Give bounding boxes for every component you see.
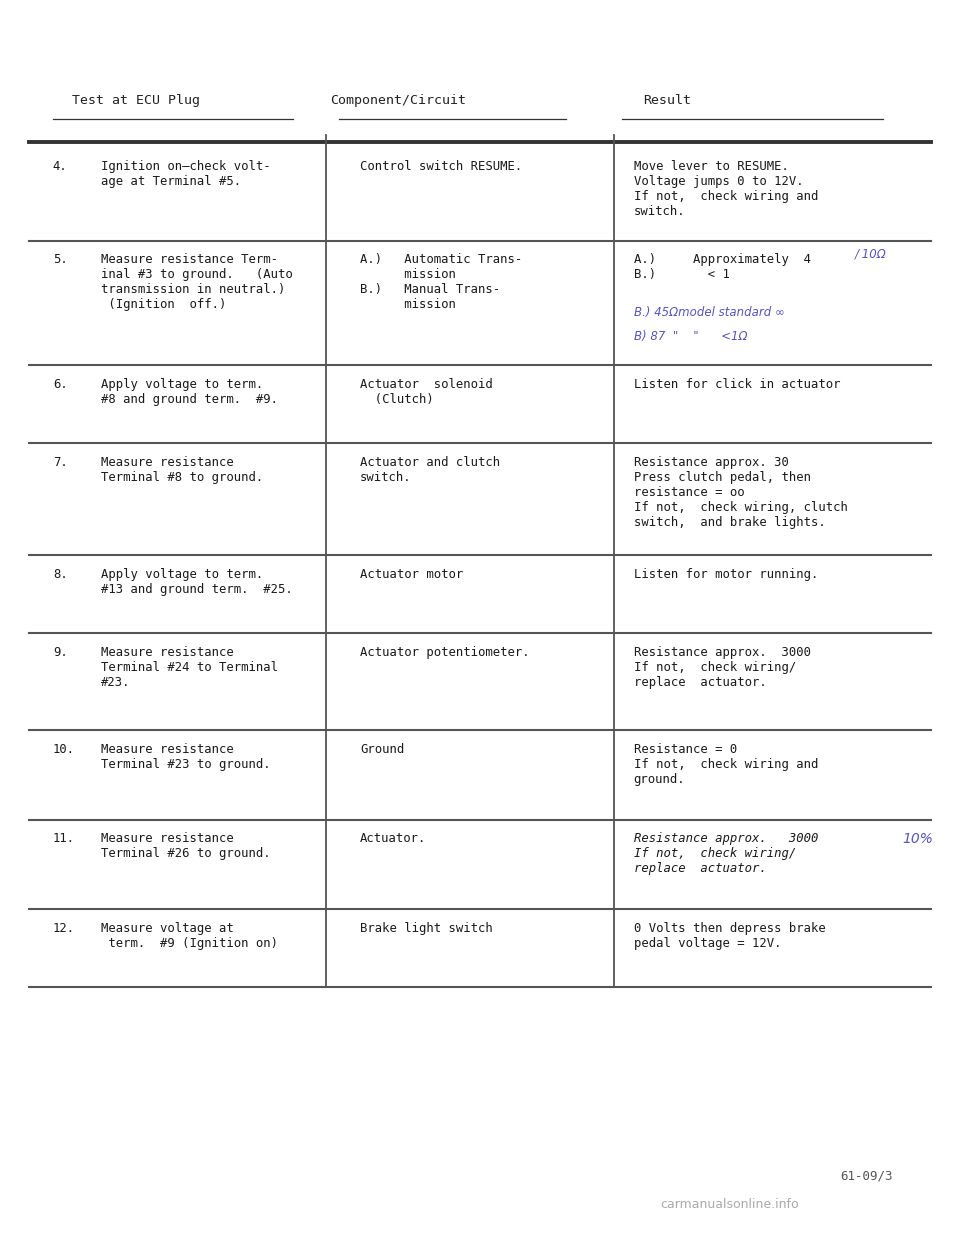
- Text: 5.: 5.: [53, 253, 67, 266]
- Text: Resistance approx.  3000
If not,  check wiring/
replace  actuator.: Resistance approx. 3000 If not, check wi…: [634, 646, 810, 689]
- Text: Resistance approx.   3000
If not,  check wiring/
replace  actuator.: Resistance approx. 3000 If not, check wi…: [634, 832, 818, 876]
- Text: Apply voltage to term.
#8 and ground term.  #9.: Apply voltage to term. #8 and ground ter…: [101, 378, 277, 406]
- Text: Measure resistance Term-
inal #3 to ground.   (Auto
transmission in neutral.)
 (: Measure resistance Term- inal #3 to grou…: [101, 253, 293, 312]
- Text: Actuator motor: Actuator motor: [360, 568, 464, 580]
- Text: B.) 45Ωmodel standard ∞: B.) 45Ωmodel standard ∞: [634, 306, 784, 318]
- Text: Actuator and clutch
switch.: Actuator and clutch switch.: [360, 456, 500, 484]
- Text: Result: Result: [643, 94, 691, 107]
- Text: Listen for click in actuator: Listen for click in actuator: [634, 378, 840, 390]
- Text: B) 87  "    "      <1Ω: B) 87 " " <1Ω: [634, 330, 747, 343]
- Text: 61-09/3: 61-09/3: [840, 1170, 893, 1182]
- Text: Measure voltage at
 term.  #9 (Ignition on): Measure voltage at term. #9 (Ignition on…: [101, 922, 277, 950]
- Text: 11.: 11.: [53, 832, 75, 845]
- Text: 8.: 8.: [53, 568, 67, 580]
- Text: Ignition on—check volt-
age at Terminal #5.: Ignition on—check volt- age at Terminal …: [101, 160, 271, 189]
- Text: 10%: 10%: [902, 832, 933, 846]
- Text: Apply voltage to term.
#13 and ground term.  #25.: Apply voltage to term. #13 and ground te…: [101, 568, 293, 596]
- Text: Test at ECU Plug: Test at ECU Plug: [72, 94, 200, 107]
- Text: 10.: 10.: [53, 743, 75, 755]
- Text: Actuator.: Actuator.: [360, 832, 426, 845]
- Text: Measure resistance
Terminal #26 to ground.: Measure resistance Terminal #26 to groun…: [101, 832, 271, 861]
- Text: 9.: 9.: [53, 646, 67, 658]
- Text: 7.: 7.: [53, 456, 67, 468]
- Text: A.)   Automatic Trans-
      mission
B.)   Manual Trans-
      mission: A.) Automatic Trans- mission B.) Manual …: [360, 253, 522, 312]
- Text: Control switch RESUME.: Control switch RESUME.: [360, 160, 522, 173]
- Text: 0 Volts then depress brake
pedal voltage = 12V.: 0 Volts then depress brake pedal voltage…: [634, 922, 826, 950]
- Text: Listen for motor running.: Listen for motor running.: [634, 568, 818, 580]
- Text: 6.: 6.: [53, 378, 67, 390]
- Text: carmanualsonline.info: carmanualsonline.info: [660, 1199, 799, 1211]
- Text: 12.: 12.: [53, 922, 75, 934]
- Text: Measure resistance
Terminal #8 to ground.: Measure resistance Terminal #8 to ground…: [101, 456, 263, 484]
- Text: / 10Ω: / 10Ω: [854, 247, 886, 260]
- Text: Ground: Ground: [360, 743, 404, 755]
- Text: Resistance approx. 30
Press clutch pedal, then
resistance = oo
If not,  check wi: Resistance approx. 30 Press clutch pedal…: [634, 456, 848, 529]
- Text: 4.: 4.: [53, 160, 67, 173]
- Text: Actuator  solenoid
  (Clutch): Actuator solenoid (Clutch): [360, 378, 492, 406]
- Text: Resistance = 0
If not,  check wiring and
ground.: Resistance = 0 If not, check wiring and …: [634, 743, 818, 786]
- Text: Actuator potentiometer.: Actuator potentiometer.: [360, 646, 530, 658]
- Text: Move lever to RESUME.
Voltage jumps 0 to 12V.
If not,  check wiring and
switch.: Move lever to RESUME. Voltage jumps 0 to…: [634, 160, 818, 219]
- Text: Component/Circuit: Component/Circuit: [330, 94, 467, 107]
- Text: Measure resistance
Terminal #23 to ground.: Measure resistance Terminal #23 to groun…: [101, 743, 271, 771]
- Text: Brake light switch: Brake light switch: [360, 922, 492, 934]
- Text: Measure resistance
Terminal #24 to Terminal
#23.: Measure resistance Terminal #24 to Termi…: [101, 646, 277, 689]
- Text: A.)     Approximately  4
B.)       < 1: A.) Approximately 4 B.) < 1: [634, 253, 810, 282]
